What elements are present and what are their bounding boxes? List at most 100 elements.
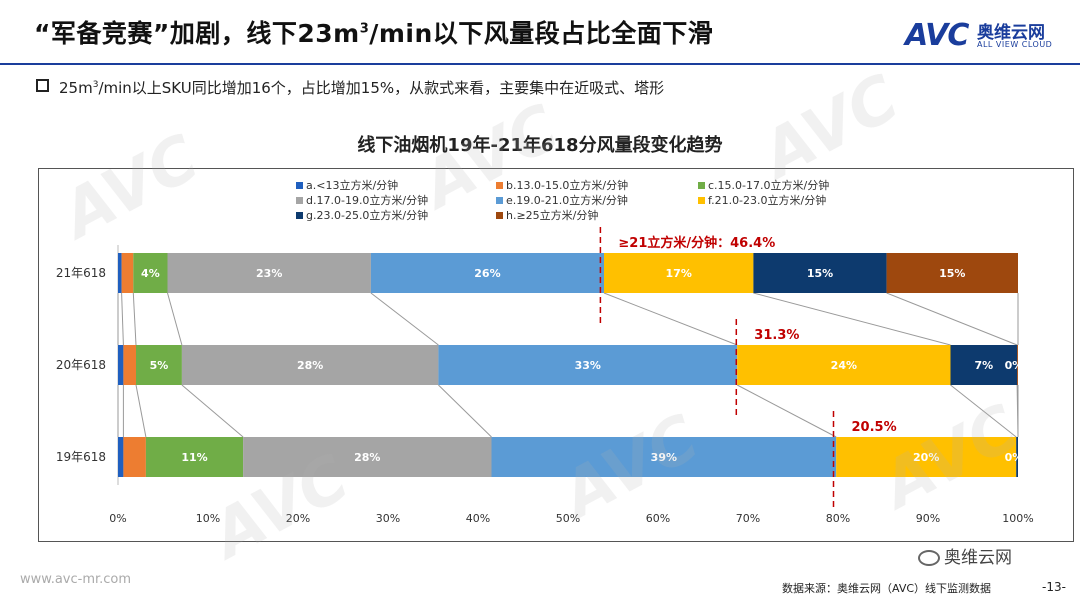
header-divider bbox=[0, 63, 1080, 65]
chart-title: 线下油烟机19年-21年618分风量段变化趋势 bbox=[357, 135, 723, 156]
legend-label: f.21.0-23.0立方米/分钟 bbox=[708, 193, 826, 207]
data-label: 28% bbox=[297, 359, 323, 372]
connector-line bbox=[886, 292, 1018, 346]
data-source: 数据来源：奥维云网（AVC）线下监测数据 bbox=[782, 582, 992, 595]
bar-segment bbox=[123, 345, 136, 385]
data-label: 0% bbox=[1005, 359, 1024, 372]
legend-label: d.17.0-19.0立方米/分钟 bbox=[306, 193, 428, 207]
logo-mark: AVC bbox=[905, 18, 969, 53]
chart-frame bbox=[38, 168, 1074, 542]
connector-line bbox=[603, 292, 738, 346]
x-tick-label: 0% bbox=[109, 512, 126, 525]
bar-segment bbox=[886, 253, 1018, 293]
annotation-label: ≥21立方米/分钟：46.4% bbox=[618, 235, 775, 251]
data-label: 15% bbox=[807, 267, 833, 280]
legend-swatch bbox=[296, 182, 303, 189]
website-url: www.avc-mr.com bbox=[20, 572, 132, 587]
square-bullet-icon bbox=[36, 79, 49, 92]
legend-swatch bbox=[698, 197, 705, 204]
data-label: 28% bbox=[354, 451, 380, 464]
connector-line bbox=[950, 384, 1017, 438]
x-tick-label: 10% bbox=[196, 512, 220, 525]
data-label: 11% bbox=[181, 451, 207, 464]
annotation-label: 31.3% bbox=[754, 328, 799, 343]
legend-swatch bbox=[496, 182, 503, 189]
bar-segment bbox=[145, 437, 244, 477]
x-tick-label: 50% bbox=[556, 512, 580, 525]
legend-label: c.15.0-17.0立方米/分钟 bbox=[708, 178, 829, 192]
legend-swatch bbox=[296, 197, 303, 204]
data-label: 4% bbox=[141, 267, 160, 280]
data-label: 7% bbox=[974, 359, 993, 372]
legend-label: h.≥25立方米/分钟 bbox=[506, 208, 598, 222]
bar-segment bbox=[950, 345, 1018, 385]
page-title: “军备竞赛”加剧，线下23m3/min以下风量段占比全面下滑 bbox=[34, 19, 714, 48]
bar-segment bbox=[604, 253, 754, 293]
bar-segment bbox=[167, 253, 371, 293]
bar-segment bbox=[118, 437, 124, 477]
data-label: 17% bbox=[666, 267, 692, 280]
avc-logo: AVC 奥维云网 ALL VIEW CLOUD bbox=[905, 18, 1065, 53]
bar-segment bbox=[181, 345, 439, 385]
x-tick-label: 40% bbox=[466, 512, 490, 525]
bar-segment bbox=[118, 253, 122, 293]
wechat-account: 奥维云网 bbox=[918, 543, 1012, 568]
connector-line bbox=[121, 292, 124, 346]
x-tick-label: 60% bbox=[646, 512, 670, 525]
wechat-icon bbox=[918, 550, 940, 566]
x-tick-label: 100% bbox=[1002, 512, 1033, 525]
legend-swatch bbox=[296, 212, 303, 219]
data-label: 15% bbox=[939, 267, 965, 280]
bar-segment bbox=[370, 253, 604, 293]
page-number: -13- bbox=[1042, 580, 1066, 594]
bar-segment bbox=[438, 345, 738, 385]
connector-line bbox=[753, 292, 951, 346]
x-tick-label: 70% bbox=[736, 512, 760, 525]
bar-segment bbox=[1016, 437, 1018, 477]
legend-swatch bbox=[496, 212, 503, 219]
connector-line bbox=[181, 384, 244, 438]
connector-line bbox=[736, 384, 837, 438]
legend-swatch bbox=[698, 182, 705, 189]
data-label: 26% bbox=[474, 267, 500, 280]
bar-segment bbox=[118, 345, 124, 385]
category-label: 21年618 bbox=[56, 266, 106, 280]
x-tick-label: 80% bbox=[826, 512, 850, 525]
bar-segment bbox=[136, 345, 182, 385]
category-label: 19年618 bbox=[56, 450, 106, 464]
annotation-label: 20.5% bbox=[852, 420, 897, 435]
bar-segment bbox=[243, 437, 492, 477]
data-label: 24% bbox=[831, 359, 857, 372]
connector-line bbox=[132, 292, 137, 346]
legend-label: a.<13立方米/分钟 bbox=[306, 178, 398, 192]
data-label: 39% bbox=[651, 451, 677, 464]
bar-segment bbox=[133, 253, 168, 293]
bar-segment bbox=[491, 437, 837, 477]
x-tick-label: 90% bbox=[916, 512, 940, 525]
connector-line bbox=[135, 384, 147, 438]
data-label: 0% bbox=[1005, 451, 1024, 464]
bar-segment bbox=[753, 253, 887, 293]
bar-segment bbox=[1017, 345, 1018, 385]
data-label: 33% bbox=[575, 359, 601, 372]
connector-line bbox=[370, 292, 439, 346]
bar-segment bbox=[121, 253, 134, 293]
data-label: 20% bbox=[913, 451, 939, 464]
legend-swatch bbox=[496, 197, 503, 204]
key-point: 25m3/min以上SKU同比增加16个，占比增加15%，从款式来看，主要集中在… bbox=[36, 77, 664, 98]
bar-segment bbox=[836, 437, 1017, 477]
logo-english-name: ALL VIEW CLOUD bbox=[977, 40, 1053, 49]
bar-segment bbox=[737, 345, 951, 385]
connector-line bbox=[167, 292, 183, 346]
connector-line bbox=[438, 384, 492, 438]
legend-label: g.23.0-25.0立方米/分钟 bbox=[306, 208, 428, 222]
logo-chinese-name: 奥维云网 bbox=[977, 23, 1045, 43]
x-tick-label: 30% bbox=[376, 512, 400, 525]
data-label: 5% bbox=[150, 359, 169, 372]
x-tick-label: 20% bbox=[286, 512, 310, 525]
legend-label: b.13.0-15.0立方米/分钟 bbox=[506, 178, 628, 192]
legend-label: e.19.0-21.0立方米/分钟 bbox=[506, 193, 628, 207]
category-label: 20年618 bbox=[56, 358, 106, 372]
